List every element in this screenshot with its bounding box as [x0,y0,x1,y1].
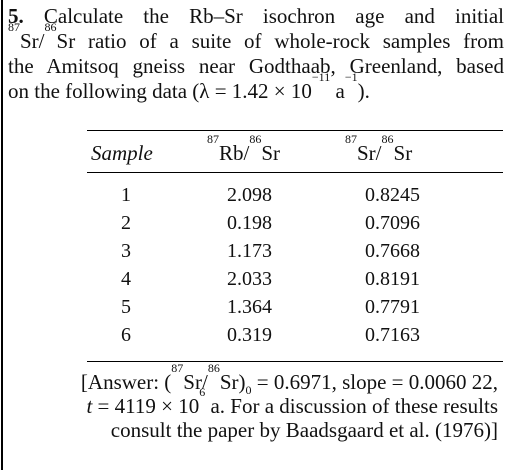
answer-line-3: consult the paper by Baadsgaard et al. (… [110,418,498,442]
table-row: 4 2.033 0.8191 [87,266,503,292]
cell-sample: 4 [121,268,131,290]
table-row: 3 1.173 0.7668 [87,238,503,264]
cell-rb: 2.098 [227,184,272,206]
table-row: 2 0.198 0.7096 [87,210,503,236]
answer-block: [Answer: (87Sr/86Sr)0 = 0.6971, slope = … [10,361,498,442]
cell-rb: 0.198 [227,212,272,234]
table-header-rule [87,172,503,173]
cell-rb: 1.173 [227,240,272,262]
table-row: 6 0.319 0.7163 [87,322,503,348]
table-top-rule [87,130,503,131]
cell-sr: 0.7668 [365,240,420,262]
cell-rb: 0.319 [227,324,272,346]
problem-number: 5. [8,4,24,28]
problem-statement: 5. Calculate the Rb–Sr isochron age and … [8,4,504,104]
problem-line-4: on the following data (λ = 1.42 × 10−11 … [8,70,370,103]
header-sr-sr: 87Sr/86Sr [345,132,413,165]
cell-sample: 6 [121,324,131,346]
problem-line-3: the Amitsoq gneiss near Godthaab, Greenl… [8,54,504,78]
cell-rb: 2.033 [227,268,272,290]
cell-sr: 0.7163 [365,324,420,346]
cell-sample: 5 [121,296,131,318]
header-sample: Sample [91,141,153,165]
cell-sample: 1 [121,184,131,206]
cell-sr: 0.8245 [365,184,420,206]
table-bottom-rule [87,361,503,362]
cell-sr: 0.8191 [365,268,420,290]
answer-line-2: t = 4119 × 106 a. For a discussion of th… [86,385,498,418]
table-row: 5 1.364 0.7791 [87,294,503,320]
cell-sr: 0.7096 [365,212,420,234]
problem-line-1: 5. Calculate the Rb–Sr isochron age and … [8,4,505,28]
header-rb-sr: 87Rb/86Sr [207,132,281,165]
answer-line-1: [Answer: (87Sr/86Sr)0 = 0.6971, slope = … [80,361,498,398]
table-row: 1 2.098 0.8245 [87,182,503,208]
cell-sr: 0.7791 [365,296,420,318]
cell-sample: 2 [121,212,131,234]
problem-line-2: 87Sr/86Sr ratio of a suite of whole-rock… [8,20,504,53]
cell-rb: 1.364 [227,296,272,318]
cell-sample: 3 [121,240,131,262]
left-margin-rule [1,0,3,470]
